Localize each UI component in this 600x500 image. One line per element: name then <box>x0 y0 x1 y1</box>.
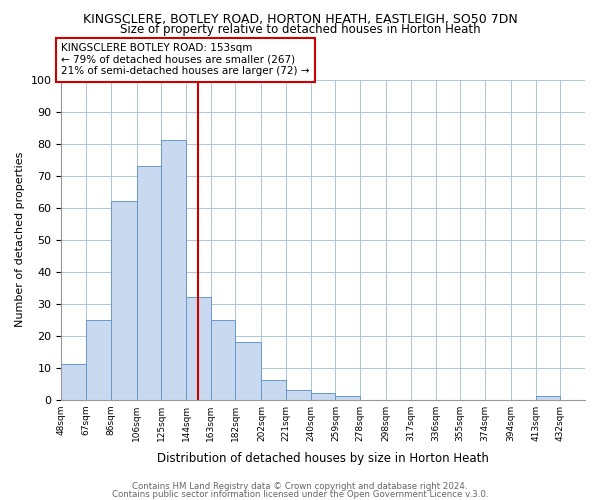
Bar <box>186 297 211 400</box>
Bar <box>335 396 360 400</box>
Text: KINGSCLERE BOTLEY ROAD: 153sqm
← 79% of detached houses are smaller (267)
21% of: KINGSCLERE BOTLEY ROAD: 153sqm ← 79% of … <box>61 43 310 76</box>
Bar <box>110 201 137 400</box>
Bar <box>137 166 161 400</box>
Text: Contains HM Land Registry data © Crown copyright and database right 2024.: Contains HM Land Registry data © Crown c… <box>132 482 468 491</box>
X-axis label: Distribution of detached houses by size in Horton Heath: Distribution of detached houses by size … <box>157 452 489 465</box>
Bar <box>211 320 235 400</box>
Bar <box>161 140 186 400</box>
Bar <box>262 380 286 400</box>
Y-axis label: Number of detached properties: Number of detached properties <box>15 152 25 328</box>
Bar <box>61 364 86 400</box>
Bar <box>86 320 110 400</box>
Text: Size of property relative to detached houses in Horton Heath: Size of property relative to detached ho… <box>119 22 481 36</box>
Text: Contains public sector information licensed under the Open Government Licence v.: Contains public sector information licen… <box>112 490 488 499</box>
Bar <box>311 394 335 400</box>
Bar <box>235 342 262 400</box>
Bar <box>286 390 311 400</box>
Bar <box>536 396 560 400</box>
Text: KINGSCLERE, BOTLEY ROAD, HORTON HEATH, EASTLEIGH, SO50 7DN: KINGSCLERE, BOTLEY ROAD, HORTON HEATH, E… <box>83 12 517 26</box>
